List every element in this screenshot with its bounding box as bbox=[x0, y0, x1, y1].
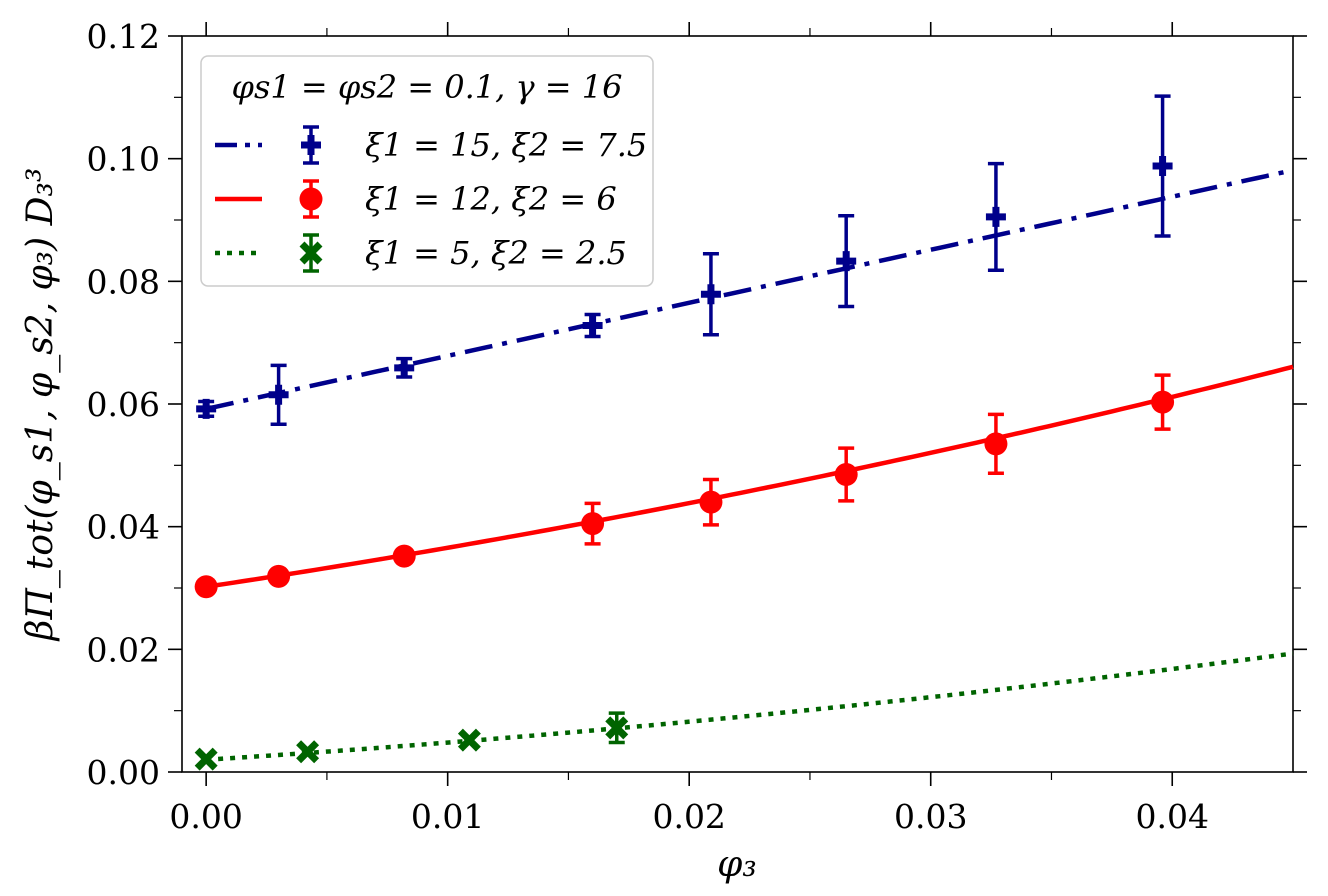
legend-entries: ξ1 = 15, ξ2 = 7.5 ξ1 = 12, ξ2 = 6 ξ1 = 5, … bbox=[215, 125, 647, 273]
y-axis-label: βΠ_tot(φ_s1, φ_s2, φ₃) D₃³ bbox=[20, 168, 61, 643]
legend-entry-1: ξ1 = 15, ξ2 = 7.5 bbox=[215, 125, 647, 165]
series-3-point-stroke bbox=[194, 747, 218, 771]
legend-entry-3: ξ1 = 5, ξ2 = 2.5 bbox=[215, 233, 627, 273]
legend-title: φs1 = φs2 = 0.1, γ = 16 bbox=[232, 68, 623, 106]
series-2-point bbox=[1151, 390, 1175, 414]
series-1 bbox=[196, 94, 1294, 426]
axis-ticks bbox=[168, 22, 1307, 786]
series-3-point bbox=[457, 728, 481, 752]
series-3 bbox=[194, 651, 1294, 771]
series-3-point-stroke bbox=[605, 716, 629, 740]
x-tick-label: 0.02 bbox=[652, 797, 725, 836]
y-tick-label: 0.04 bbox=[87, 508, 160, 547]
legend: φs1 = φs2 = 0.1, γ = 16 ξ1 = 15, ξ2 = 7.… bbox=[200, 55, 654, 287]
series-2-point bbox=[581, 512, 605, 536]
x-tick-label: 0.03 bbox=[894, 797, 967, 836]
series-2-point bbox=[984, 432, 1008, 456]
series-2-point bbox=[834, 463, 858, 487]
series-1-point bbox=[1152, 156, 1173, 177]
legend-label: ξ1 = 5, ξ2 = 2.5 bbox=[365, 234, 627, 272]
series-1-point bbox=[836, 251, 857, 272]
x-tick-label: 0.00 bbox=[169, 797, 242, 836]
series-1-point bbox=[985, 206, 1006, 227]
legend-marker bbox=[299, 187, 323, 211]
legend-label: ξ1 = 15, ξ2 = 7.5 bbox=[365, 126, 647, 164]
series-3-point bbox=[194, 747, 218, 771]
series-1-point bbox=[700, 284, 721, 305]
series-layer bbox=[194, 94, 1294, 771]
series-3-point-stroke bbox=[296, 740, 320, 764]
series-1-point bbox=[196, 398, 217, 419]
series-2-point bbox=[194, 575, 218, 599]
y-tick-label: 0.08 bbox=[87, 262, 160, 301]
legend-marker bbox=[301, 135, 321, 155]
legend-label: ξ1 = 12, ξ2 = 6 bbox=[365, 180, 617, 218]
x-axis-label: φ₃ bbox=[717, 844, 757, 885]
series-1-point bbox=[268, 384, 289, 405]
legend-entry-2: ξ1 = 12, ξ2 = 6 bbox=[215, 179, 617, 219]
series-2-point bbox=[699, 490, 723, 514]
legend-marker-stroke bbox=[299, 241, 323, 265]
series-3-point bbox=[605, 716, 629, 740]
series-2-fit-line bbox=[205, 364, 1294, 589]
axis-tick-labels: 0.00 0.01 0.02 0.03 0.04 0.00 0.02 0.04 0.06 0.08… bbox=[87, 17, 1209, 836]
y-tick-label: 0.10 bbox=[87, 140, 160, 179]
series-3-fit-line bbox=[206, 651, 1294, 762]
legend-marker bbox=[299, 241, 323, 265]
series-3-point-stroke bbox=[457, 728, 481, 752]
series-1-fit-line bbox=[205, 167, 1294, 412]
y-tick-label: 0.12 bbox=[87, 17, 160, 56]
y-tick-label: 0.06 bbox=[87, 385, 160, 424]
y-tick-label: 0.00 bbox=[87, 753, 160, 792]
y-tick-label: 0.02 bbox=[87, 630, 160, 669]
series-2-point bbox=[392, 544, 416, 568]
series-1-point bbox=[582, 315, 603, 336]
x-tick-label: 0.04 bbox=[1135, 797, 1208, 836]
series-2 bbox=[194, 364, 1294, 599]
series-2-point bbox=[267, 564, 291, 588]
x-tick-label: 0.01 bbox=[411, 797, 484, 836]
series-3-point bbox=[296, 740, 320, 764]
series-1-point bbox=[394, 357, 415, 378]
legend-box bbox=[200, 55, 654, 287]
